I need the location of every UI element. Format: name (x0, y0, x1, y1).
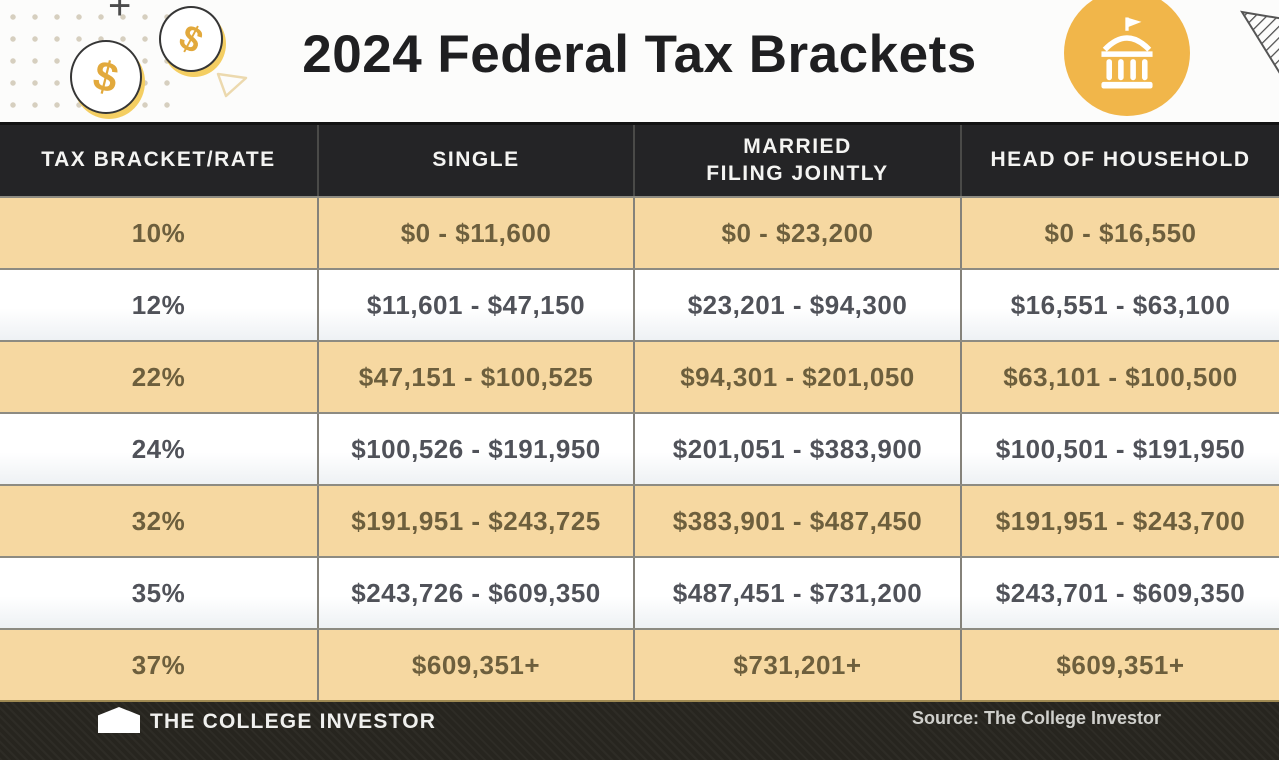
head-of-household-range-cell: $0 - $16,550 (960, 198, 1279, 268)
footer-bar: THE COLLEGE INVESTOR Source: The College… (0, 700, 1279, 760)
tax-brackets-table: 10% $0 - $11,600 $0 - $23,200 $0 - $16,5… (0, 196, 1279, 700)
married-joint-range-cell: $94,301 - $201,050 (633, 342, 960, 412)
bank-badge (1064, 0, 1190, 116)
table-row: 35% $243,726 - $609,350 $487,451 - $731,… (0, 556, 1279, 628)
dollar-coin-icon: $ (70, 40, 142, 114)
capitol-building-icon (1101, 17, 1153, 89)
tax-rate-cell: 24% (131, 433, 186, 464)
tax-rate-cell: 32% (131, 505, 186, 536)
single-range-cell: $47,151 - $100,525 (317, 342, 633, 412)
table-row: 12% $11,601 - $47,150 $23,201 - $94,300 … (0, 268, 1279, 340)
head-of-household-range-cell: $63,101 - $100,500 (960, 342, 1279, 412)
single-range-cell: $191,951 - $243,725 (317, 486, 633, 556)
triangle-outline-icon (212, 60, 252, 105)
married-joint-range-cell: $731,201+ (633, 630, 960, 700)
married-joint-range-cell: $201,051 - $383,900 (633, 414, 960, 484)
banner: + $ $ 2024 Federal Tax Brackets (0, 0, 1279, 122)
head-of-household-range-cell: $16,551 - $63,100 (960, 270, 1279, 340)
pennant-flag-icon (98, 707, 140, 733)
married-joint-range-cell: $23,201 - $94,300 (633, 270, 960, 340)
page-title: 2024 Federal Tax Brackets (302, 25, 977, 84)
married-joint-range-cell: $383,901 - $487,450 (633, 486, 960, 556)
table-row: 37% $609,351+ $731,201+ $609,351+ (0, 628, 1279, 700)
table-row: 10% $0 - $11,600 $0 - $23,200 $0 - $16,5… (0, 196, 1279, 268)
table-row: 32% $191,951 - $243,725 $383,901 - $487,… (0, 484, 1279, 556)
married-joint-range-cell: $0 - $23,200 (633, 198, 960, 268)
tax-rate-cell: 37% (131, 649, 186, 680)
dollar-coin-icon: $ (159, 6, 223, 72)
head-of-household-range-cell: $100,501 - $191,950 (960, 414, 1279, 484)
single-range-cell: $0 - $11,600 (317, 198, 633, 268)
column-header-0: TAX BRACKET/RATE (41, 148, 276, 172)
brand-logo-text: THE COLLEGE INVESTOR (150, 710, 437, 733)
table-row: 22% $47,151 - $100,525 $94,301 - $201,05… (0, 340, 1279, 412)
single-range-cell: $11,601 - $47,150 (317, 270, 633, 340)
column-header-2: MARRIED FILING JOINTLY (633, 125, 960, 196)
tax-rate-cell: 12% (131, 289, 186, 320)
head-of-household-range-cell: $609,351+ (960, 630, 1279, 700)
single-range-cell: $609,351+ (317, 630, 633, 700)
tax-rate-cell: 22% (131, 361, 186, 392)
tax-rate-cell: 35% (131, 577, 186, 608)
head-of-household-range-cell: $191,951 - $243,700 (960, 486, 1279, 556)
table-row: 24% $100,526 - $191,950 $201,051 - $383,… (0, 412, 1279, 484)
married-joint-range-cell: $487,451 - $731,200 (633, 558, 960, 628)
column-header-3: HEAD OF HOUSEHOLD (960, 125, 1279, 196)
source-attribution: Source: The College Investor (912, 708, 1162, 728)
head-of-household-range-cell: $243,701 - $609,350 (960, 558, 1279, 628)
plus-icon: + (108, 0, 132, 28)
table-header-row: TAX BRACKET/RATE SINGLE MARRIED FILING JOI… (0, 122, 1279, 196)
single-range-cell: $100,526 - $191,950 (317, 414, 633, 484)
hatched-triangle-icon (1239, 8, 1279, 105)
brand-logo: THE COLLEGE INVESTOR (98, 707, 436, 734)
single-range-cell: $243,726 - $609,350 (317, 558, 633, 628)
column-header-1: SINGLE (317, 125, 633, 196)
tax-rate-cell: 10% (131, 217, 186, 248)
